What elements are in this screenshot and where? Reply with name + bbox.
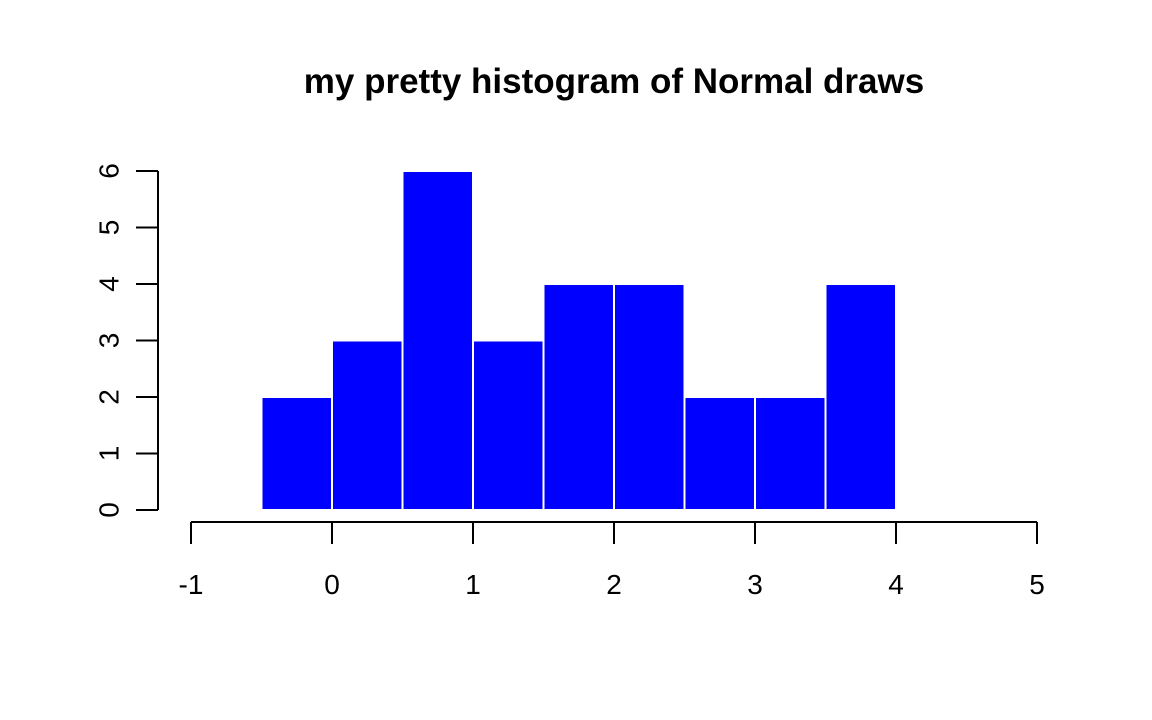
y-axis: 0 1 2 3 4 5 6 [94, 163, 159, 518]
y-tick-label: 2 [94, 389, 125, 405]
x-tick-label: 0 [324, 569, 340, 600]
histogram-bar [754, 396, 827, 511]
x-tick-label: 4 [888, 569, 904, 600]
y-tick-label: 3 [94, 333, 125, 349]
histogram-bar [542, 283, 615, 511]
x-tick-label: 1 [465, 569, 481, 600]
x-axis: -1 0 1 2 3 4 5 [179, 521, 1045, 600]
bars-layer [260, 170, 897, 511]
y-tick-label: 1 [94, 446, 125, 462]
histogram-bar [401, 170, 474, 511]
histogram-bar [824, 283, 897, 511]
histogram-bar [472, 339, 545, 511]
x-tick-label: -1 [179, 569, 204, 600]
x-tick-label: 5 [1029, 569, 1045, 600]
y-tick-label: 5 [94, 220, 125, 236]
chart-title: my pretty histogram of Normal draws [304, 62, 924, 101]
histogram-bar [683, 396, 756, 511]
y-tick-label: 4 [94, 276, 125, 292]
x-tick-label: 3 [747, 569, 763, 600]
histogram-bar [260, 396, 333, 511]
histogram-bar [331, 339, 404, 511]
histogram-bar [613, 283, 686, 511]
x-tick-label: 2 [606, 569, 622, 600]
y-tick-label: 6 [94, 163, 125, 179]
y-tick-label: 0 [94, 502, 125, 518]
